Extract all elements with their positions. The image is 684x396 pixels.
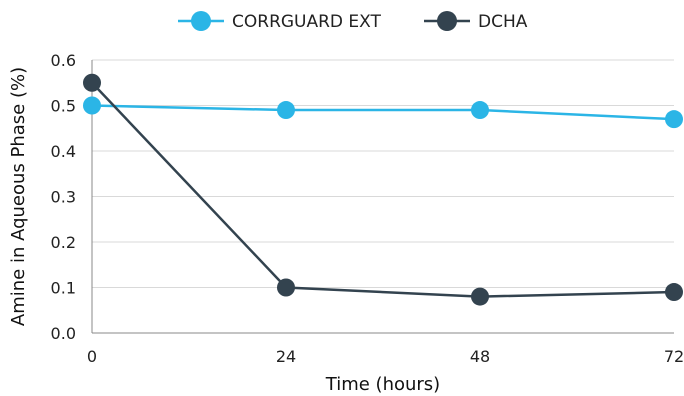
data-point: [83, 96, 101, 115]
gridlines: [91, 59, 674, 334]
series-group: [83, 73, 683, 306]
legend-marker: [437, 11, 457, 31]
x-tick-label: 0: [87, 347, 97, 366]
y-tick-label: 0.1: [51, 279, 76, 298]
y-tick-label: 0.2: [51, 233, 76, 252]
y-tick-label: 0.4: [51, 142, 76, 161]
series-line: [91, 81, 675, 298]
legend-label: CORRGUARD EXT: [232, 12, 382, 32]
legend-label: DCHA: [478, 12, 528, 32]
y-axis-label: Amine in Aqueous Phase (%): [8, 67, 29, 326]
series-1: [83, 96, 683, 129]
y-axis-ticks: 0.0 0.1 0.2 0.3 0.4 0.5 0.6: [51, 51, 76, 343]
data-point: [471, 101, 489, 120]
data-point: [665, 110, 683, 129]
x-tick-label: 24: [276, 347, 296, 366]
data-point: [471, 287, 489, 306]
data-point: [665, 283, 683, 302]
x-tick-label: 72: [664, 347, 684, 366]
y-tick-label: 0.0: [51, 324, 76, 343]
y-tick-label: 0.6: [51, 51, 76, 70]
data-point: [83, 73, 101, 92]
legend-marker: [191, 11, 211, 31]
data-point: [277, 101, 295, 120]
legend-item: DCHA: [424, 11, 528, 32]
x-axis-label: Time (hours): [325, 374, 440, 395]
y-tick-label: 0.5: [51, 97, 76, 116]
x-axis-ticks: 0 24 48 72: [87, 347, 684, 366]
series-2: [83, 73, 683, 306]
series-line: [91, 104, 675, 121]
y-tick-label: 0.3: [51, 188, 76, 207]
data-point: [277, 278, 295, 297]
x-tick-label: 48: [470, 347, 490, 366]
legend-item: CORRGUARD EXT: [178, 11, 382, 32]
legend: CORRGUARD EXT DCHA: [178, 11, 528, 32]
